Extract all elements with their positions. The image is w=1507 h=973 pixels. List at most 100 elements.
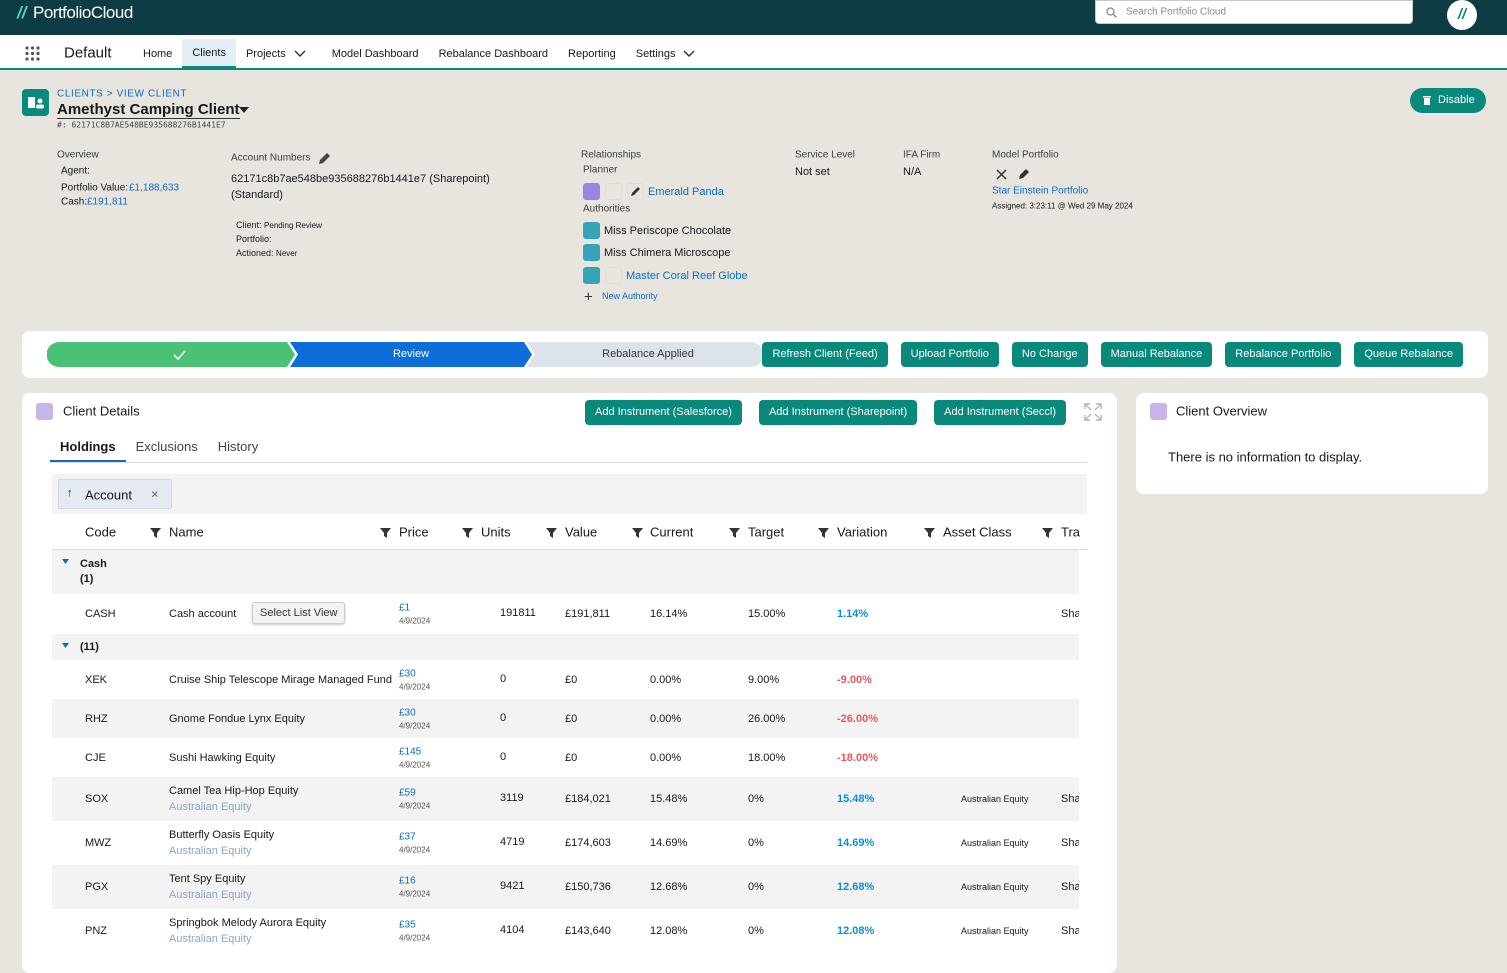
search-box[interactable]: Search Portfolio Cloud — [1095, 0, 1413, 24]
asset-class-cell: Australian Equity — [961, 838, 1029, 848]
planner-icon — [583, 183, 600, 200]
planner-name[interactable]: Emerald Panda — [648, 186, 724, 198]
tab[interactable]: Holdings — [50, 433, 126, 462]
table-row[interactable]: CJESushi Hawking Equity£1454/9/20240£00.… — [52, 738, 1079, 777]
table-row[interactable]: XEKCruise Ship Telescope Mirage Managed … — [52, 660, 1079, 699]
column-header[interactable]: Code — [85, 525, 116, 540]
nav-label: Clients — [192, 47, 226, 59]
filter-icon[interactable] — [924, 527, 935, 538]
logo[interactable]: PortfolioCloud — [33, 3, 133, 23]
filter-icon[interactable] — [546, 527, 557, 538]
nav-item[interactable]: Home — [133, 39, 182, 68]
breadcrumb[interactable]: CLIENTS > VIEW CLIENT — [57, 89, 187, 100]
filter-icon[interactable] — [150, 527, 161, 538]
nav-item[interactable]: Reporting — [558, 39, 626, 68]
filter-shape — [150, 528, 161, 538]
column-header[interactable]: Units — [481, 525, 511, 540]
tab[interactable]: Exclusions — [126, 433, 208, 462]
step-complete[interactable] — [47, 342, 295, 367]
action-button[interactable]: Rebalance Portfolio — [1225, 342, 1341, 367]
column-header[interactable]: Asset Class — [943, 525, 1012, 540]
filter-icon[interactable] — [1042, 527, 1053, 538]
column-header[interactable]: Value — [565, 525, 597, 540]
plus-icon[interactable]: + — [584, 289, 593, 306]
table-row[interactable]: PGXTent Spy EquityAustralian Equity£164/… — [52, 865, 1079, 909]
chip-remove[interactable]: × — [151, 487, 159, 502]
column-header[interactable]: Name — [169, 525, 204, 540]
authority-name[interactable]: Master Coral Reef Globe — [626, 270, 748, 282]
filter-icon[interactable] — [632, 527, 643, 538]
authority-name: Miss Chimera Microscope — [604, 247, 731, 259]
chevron[interactable] — [683, 50, 695, 58]
action-button[interactable]: Upload Portfolio — [901, 342, 999, 367]
filter-icon[interactable] — [729, 527, 740, 538]
group-toggle[interactable] — [62, 643, 69, 649]
price-cell: £59 — [399, 788, 416, 799]
model-portfolio-name[interactable]: Star Einstein Portfolio — [992, 186, 1088, 197]
nav-item[interactable]: Rebalance Dashboard — [429, 39, 558, 68]
action-button[interactable]: Add Instrument (Sharepoint) — [759, 400, 917, 425]
nav-item[interactable]: Model Dashboard — [322, 39, 429, 68]
nav-item[interactable]: Projects — [236, 39, 322, 68]
action-button[interactable]: No Change — [1012, 342, 1088, 367]
action-button[interactable]: Manual Rebalance — [1101, 342, 1213, 367]
client-overview-card: Client Overview There is no information … — [1136, 393, 1488, 494]
pencil — [1019, 169, 1029, 179]
glyph-building — [28, 97, 35, 108]
nav-bar: Default HomeClientsProjectsModel Dashboa… — [0, 35, 1507, 70]
variation-cell: -26.00% — [837, 713, 878, 725]
card-icon — [36, 403, 53, 420]
edit-icon[interactable] — [1018, 168, 1030, 180]
filter-icon[interactable] — [380, 527, 391, 538]
nav-item[interactable]: Settings — [626, 39, 712, 68]
action-button[interactable]: Add Instrument (Seccl) — [934, 400, 1066, 425]
column-header[interactable]: Tra — [1061, 525, 1080, 540]
tra-cell: Sha — [1061, 881, 1079, 893]
target-cell: 9.00% — [748, 674, 779, 686]
delete-icon[interactable] — [605, 267, 622, 284]
column-header[interactable]: Price — [399, 525, 429, 540]
column-header[interactable]: Current — [650, 525, 693, 540]
field-label: Cash: — [61, 197, 87, 208]
new-authority[interactable]: New Authority — [602, 291, 658, 301]
table-row[interactable]: CASHCash account£14/9/2024191811£191,811… — [52, 594, 1079, 634]
action-button[interactable]: Queue Rebalance — [1354, 342, 1463, 367]
record-title[interactable]: Amethyst Camping Client — [57, 101, 240, 119]
price-date: 4/9/2024 — [399, 682, 430, 691]
chevron[interactable] — [294, 50, 306, 58]
table-row[interactable]: PNZSpringbok Melody Aurora EquityAustral… — [52, 909, 1079, 953]
asset-class-cell: Australian Equity — [961, 882, 1029, 892]
tab[interactable]: History — [208, 433, 268, 462]
remove-icon[interactable] — [996, 169, 1007, 180]
action-button[interactable]: Add Instrument (Salesforce) — [585, 400, 742, 425]
edit-icon[interactable] — [318, 152, 331, 165]
group-count: (1) — [80, 573, 93, 585]
table-row[interactable]: SOXCamel Tea Hip-Hop EquityAustralian Eq… — [52, 777, 1079, 821]
table-row[interactable]: RHZGnome Fondue Lynx Equity£304/9/20240£… — [52, 699, 1079, 738]
avatar[interactable]: // — [1447, 0, 1477, 30]
value-cell: £0 — [565, 674, 577, 686]
nav-item[interactable]: Clients — [182, 39, 236, 68]
lock-icon[interactable] — [605, 183, 622, 200]
asset-class-cell: Australian Equity — [961, 926, 1029, 936]
tabs: HoldingsExclusionsHistory — [50, 433, 1087, 463]
group-chip[interactable]: ↑ Account × — [58, 479, 172, 509]
group-toggle[interactable] — [62, 559, 69, 565]
tra-cell: Sha — [1061, 925, 1079, 937]
code-cell: XEK — [85, 674, 107, 686]
filter-icon[interactable] — [462, 527, 473, 538]
disable-button[interactable]: Disable — [1410, 88, 1486, 113]
column-header[interactable]: Variation — [837, 525, 887, 540]
section-heading: Relationships — [581, 150, 641, 161]
filter-icon[interactable] — [818, 527, 829, 538]
table-row[interactable]: MWZButterfly Oasis EquityAustralian Equi… — [52, 821, 1079, 865]
authority-icon — [583, 267, 600, 284]
variation-cell: 12.68% — [837, 881, 874, 893]
title-dropdown[interactable] — [239, 107, 249, 114]
column-header[interactable]: Target — [748, 525, 784, 540]
nav-label: Model Dashboard — [332, 48, 419, 60]
app-launcher[interactable] — [25, 46, 40, 61]
expand-icon[interactable] — [1084, 403, 1102, 421]
target-cell: 26.00% — [748, 713, 785, 725]
action-button[interactable]: Refresh Client (Feed) — [762, 342, 887, 367]
